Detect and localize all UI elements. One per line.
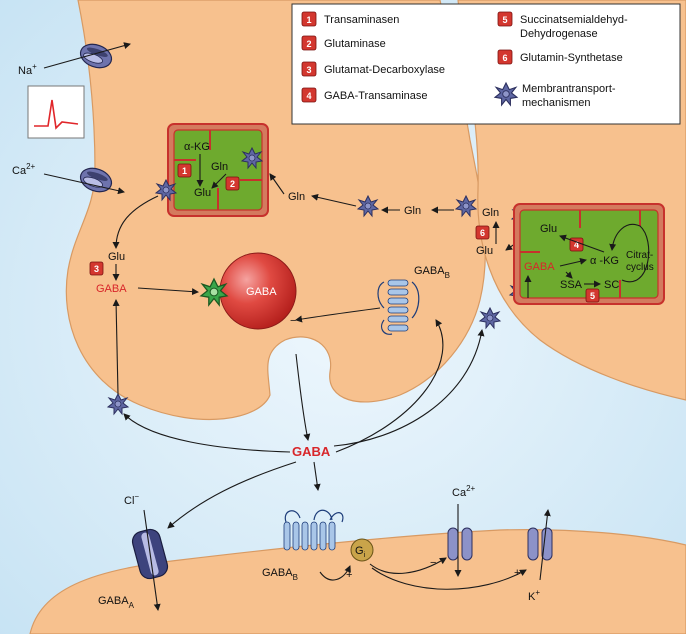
svg-text:4: 4 xyxy=(306,91,311,101)
svg-text:3: 3 xyxy=(94,264,99,274)
svg-text:Transaminasen: Transaminasen xyxy=(324,14,399,26)
svg-text:mechanismen: mechanismen xyxy=(522,97,590,109)
svg-text:Glutamat-Decarboxylase: Glutamat-Decarboxylase xyxy=(324,64,445,76)
presyn-gabab-receptor xyxy=(377,279,420,335)
legend-item-transport: Membrantransport- mechanismen xyxy=(494,82,616,109)
svg-text:GABA-Transaminase: GABA-Transaminase xyxy=(324,90,428,102)
ca-arrow xyxy=(43,173,125,195)
na-arrow xyxy=(43,42,131,69)
gaba-to-vesicle-arrow xyxy=(137,287,199,296)
glia-mitochondrion xyxy=(513,203,665,305)
svg-text:Membrantransport-: Membrantransport- xyxy=(522,83,616,95)
svg-text:Succinatsemialdehyd-: Succinatsemialdehyd- xyxy=(520,14,628,26)
svg-text:Glutamin-Synthetase: Glutamin-Synthetase xyxy=(520,52,623,64)
svg-text:6: 6 xyxy=(502,53,507,63)
legend-item-2: 2 Glutaminase xyxy=(301,35,386,51)
glia-mito-ssa: SSA xyxy=(560,279,583,291)
action-potential-inset xyxy=(27,85,85,139)
gaba-reuptake-arrow xyxy=(112,299,120,395)
mito-gln: Gln xyxy=(211,161,228,173)
glia-glu: Glu xyxy=(476,245,493,257)
legend-item-5: 5 Succinatsemialdehyd- Dehydrogenase xyxy=(497,11,628,40)
post-ca-label: Ca2+ xyxy=(452,484,476,499)
vesicle-gaba: GABA xyxy=(246,286,277,298)
post-ca-channel xyxy=(447,527,473,561)
akg-glu-arrow xyxy=(559,234,605,253)
glia-mito-gaba: GABA xyxy=(524,261,555,273)
svg-text:1: 1 xyxy=(306,15,311,25)
mito-glu: Glu xyxy=(194,187,211,199)
gabab-gi-arrow xyxy=(319,565,351,581)
cl-influx-arrow xyxy=(143,509,161,611)
legend-item-6: 6 Glutamin-Synthetase xyxy=(497,49,623,65)
presyn-minus: − xyxy=(290,315,296,327)
svg-text:Dehydrogenase: Dehydrogenase xyxy=(520,28,598,40)
svg-text:3: 3 xyxy=(306,65,311,75)
glia-mito-glu: Glu xyxy=(540,223,557,235)
badge-5: 5 xyxy=(585,288,600,303)
post-gabab-label: GABAB xyxy=(262,567,298,582)
glia-mito-sc: SC xyxy=(604,279,619,291)
svg-text:2: 2 xyxy=(230,179,235,189)
gabaa-label: GABAA xyxy=(98,595,135,610)
gi-label: Gi xyxy=(355,545,366,559)
post-gabab-receptor xyxy=(283,509,344,551)
legend-item-1: 1 Transaminasen xyxy=(301,11,399,27)
svg-text:4: 4 xyxy=(574,240,579,250)
gln-arrow-3 xyxy=(311,193,357,207)
mito-gln-glu-arrow xyxy=(211,173,227,189)
legend: 1 Transaminasen 2 Glutaminase 3 Glutamat… xyxy=(291,3,681,125)
gi-ca-arrow xyxy=(369,557,447,574)
gi-protein xyxy=(350,538,374,562)
gaba-to-presyn-arrow xyxy=(123,413,291,453)
gaba-to-gabaa-arrow xyxy=(167,461,297,529)
gabab-inhibit-arrow xyxy=(295,307,381,323)
presyn-glu: Glu xyxy=(108,251,125,263)
svg-text:2: 2 xyxy=(306,39,311,49)
glia-gln: Gln xyxy=(482,207,499,219)
badge-1: 1 xyxy=(177,163,192,178)
vesicle-transporter xyxy=(199,277,229,307)
presyn-gln-1: Gln xyxy=(288,191,305,203)
glia-mito-citrat-2: cyclus xyxy=(626,262,654,273)
post-plus-2: + xyxy=(514,567,520,579)
glia-mito-akg: α -KG xyxy=(590,255,619,267)
svg-text:1: 1 xyxy=(182,166,187,176)
gaba-akg-arrow xyxy=(559,257,587,267)
k-efflux-arrow xyxy=(539,509,551,581)
gaba-to-post-gabab-arrow xyxy=(313,461,321,491)
glia-mito-citrat-1: Citrat- xyxy=(626,250,653,261)
svg-text:5: 5 xyxy=(502,15,507,25)
svg-text:5: 5 xyxy=(590,291,595,301)
gln-arrow-4 xyxy=(269,173,285,195)
badge-2: 2 xyxy=(225,176,240,191)
presynaptic-mitochondrion xyxy=(167,123,269,217)
citrate-cycle-arrow xyxy=(609,224,650,283)
legend-item-4: 4 GABA-Transaminase xyxy=(301,87,428,103)
post-plus-1: + xyxy=(346,569,352,581)
gaba-ssa-arrow xyxy=(565,271,573,279)
badge-6: 6 xyxy=(475,225,490,240)
svg-text:6: 6 xyxy=(480,228,485,238)
glu-import-arrow xyxy=(112,195,159,249)
na-label: Na+ xyxy=(18,62,37,77)
presyn-gabab-label: GABAB xyxy=(414,265,450,280)
legend-item-3: 3 Glutamat-Decarboxylase xyxy=(301,61,445,77)
badge-3: 3 xyxy=(89,261,104,276)
post-minus-1: − xyxy=(430,557,436,569)
cl-label: Cl− xyxy=(124,492,139,507)
cleft-gaba: GABA xyxy=(292,444,331,459)
gaba-to-gabab-arrow xyxy=(335,319,444,453)
k-label: K+ xyxy=(528,588,540,603)
presyn-gaba: GABA xyxy=(96,283,127,295)
svg-text:Glutaminase: Glutaminase xyxy=(324,38,386,50)
presyn-gln-2: Gln xyxy=(404,205,421,217)
gaba-release-arrow xyxy=(295,353,311,441)
ca-label: Ca2+ xyxy=(12,162,36,177)
mito-akg: α-KG xyxy=(184,141,210,153)
gi-k-arrow xyxy=(371,567,527,590)
